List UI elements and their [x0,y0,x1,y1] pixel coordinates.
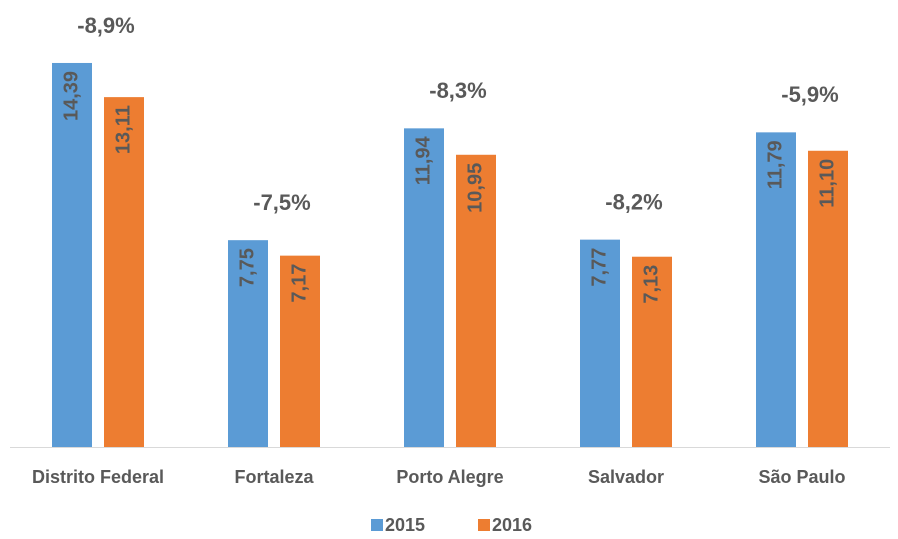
x-tick-label: Salvador [588,467,664,487]
bar [104,97,144,447]
value-label: 14,39 [60,71,82,121]
x-tick-label: Distrito Federal [32,467,164,487]
bar [280,255,320,447]
legend-swatch [478,519,490,531]
x-tick-label: Fortaleza [234,467,314,487]
legend-label: 2016 [492,515,532,535]
annotation: -8,2% [605,189,662,214]
value-label: 7,13 [640,265,662,304]
value-label: 7,77 [588,248,610,287]
value-label: 7,75 [236,248,258,287]
bar [632,256,672,447]
value-label: 10,95 [464,163,486,213]
value-label: 13,11 [112,105,134,154]
legend-label: 2015 [385,515,425,535]
bar [756,132,796,447]
annotation: -8,3% [429,78,486,103]
x-tick-label: São Paulo [758,467,845,487]
value-label: 11,10 [816,159,838,208]
bar [404,128,444,447]
legend-swatch [371,519,383,531]
bar [808,150,848,448]
value-label: 11,94 [412,135,434,185]
annotation: -8,9% [77,13,134,38]
annotation: -7,5% [253,190,310,215]
bar [456,154,496,447]
value-label: 11,79 [764,140,786,189]
bar [580,239,620,447]
x-tick-label: Porto Alegre [396,467,503,487]
value-label: 7,17 [288,264,310,303]
bar [228,240,268,447]
annotation: -5,9% [781,82,838,107]
bar [52,62,92,448]
